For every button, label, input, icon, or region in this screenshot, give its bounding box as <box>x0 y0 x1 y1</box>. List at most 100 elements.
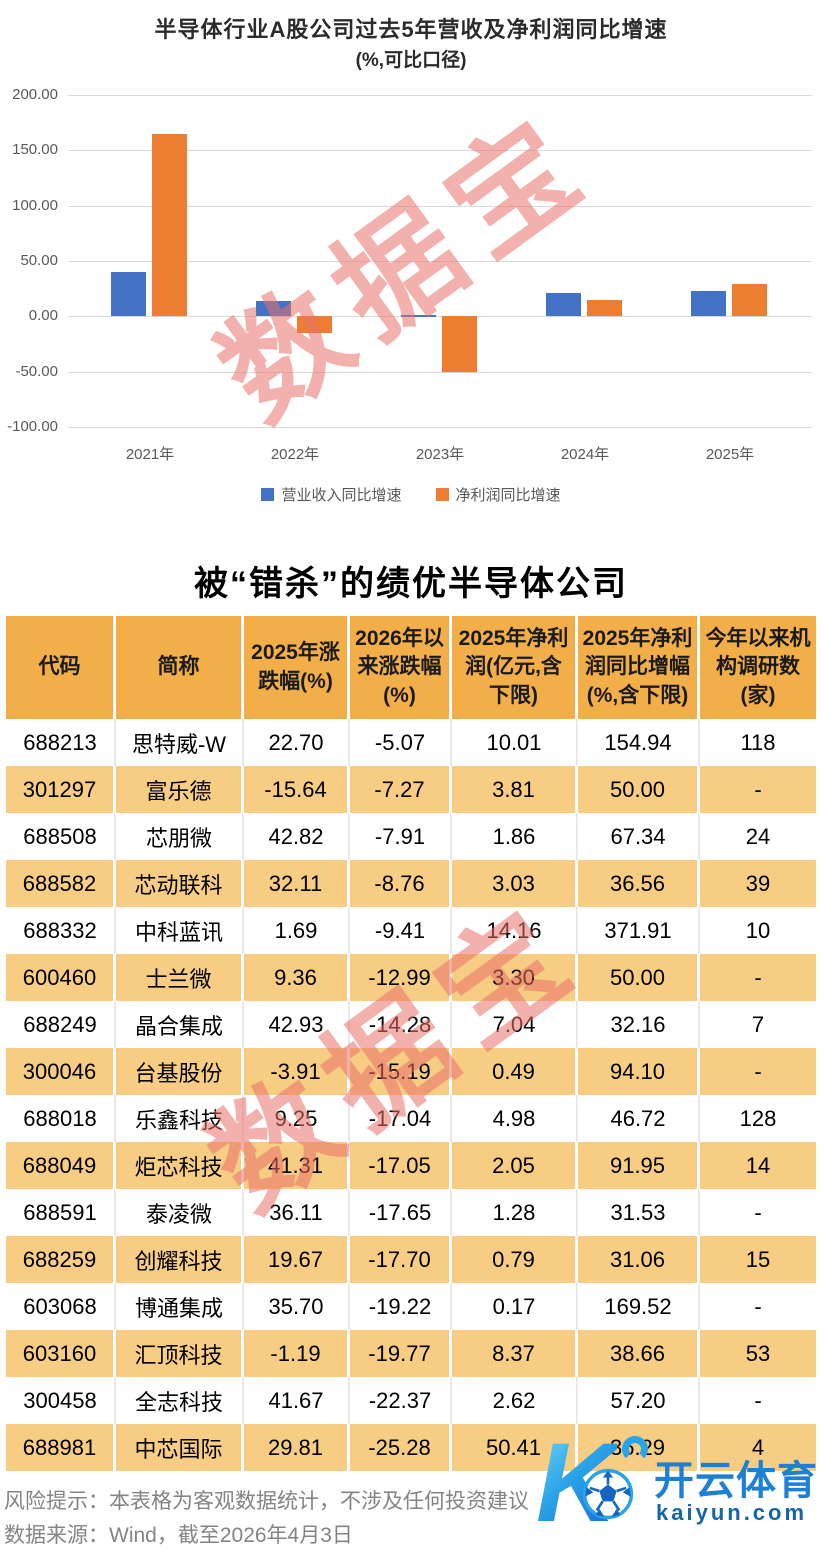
column-header: 今年以来机构调研数(家) <box>700 616 816 719</box>
table-cell: 42.82 <box>244 813 350 860</box>
bar-revenue <box>691 290 726 317</box>
table-cell: 371.91 <box>578 907 700 954</box>
table-cell: 9.25 <box>244 1095 350 1142</box>
y-axis-tick: 50.00 <box>20 252 58 269</box>
y-axis-tick: 150.00 <box>12 141 58 159</box>
revenue-swatch-icon <box>261 488 275 501</box>
kaiyun-brand-text: 开云体育 <box>654 1459 818 1503</box>
table-cell: -17.65 <box>350 1189 452 1236</box>
gridline <box>68 95 812 96</box>
x-axis-label: 2025年 <box>705 446 755 463</box>
table-cell: 24 <box>700 813 816 860</box>
table-cell: 31.53 <box>578 1189 700 1236</box>
table-cell: -17.05 <box>350 1142 452 1189</box>
table-row: 688213 思特威-W 22.70 -5.07 10.01 154.94 118 <box>6 719 816 766</box>
table-cell: 41.31 <box>244 1142 350 1189</box>
table-cell: 台基股份 <box>116 1048 244 1095</box>
table-cell: 中芯国际 <box>116 1424 244 1471</box>
table-cell: 10 <box>700 907 816 954</box>
x-axis-label: 2023年 <box>415 446 465 463</box>
table-cell: 154.94 <box>578 719 700 766</box>
bar-revenue <box>256 300 291 317</box>
table-row: 300458 全志科技 41.67 -22.37 2.62 57.20- <box>6 1377 816 1424</box>
table-cell: 中科蓝讯 <box>116 907 244 954</box>
table-cell: 300046 <box>6 1048 116 1095</box>
table-cell: -17.70 <box>350 1236 452 1283</box>
table-cell: 1.86 <box>452 813 578 860</box>
table-cell: -22.37 <box>350 1377 452 1424</box>
table-row: 301297 富乐德 -15.64 -7.27 3.81 50.00- <box>6 766 816 813</box>
table-cell: 汇顶科技 <box>116 1330 244 1377</box>
table-row: 688018 乐鑫科技 9.25 -17.04 4.98 46.72 128 <box>6 1095 816 1142</box>
table-cell: 4 <box>700 1424 816 1471</box>
table-row: 688508 芯朋微 42.82 -7.91 1.86 67.34 24 <box>6 813 816 860</box>
performance-table: 代码 简称 2025年涨跌幅(%) 2026年以来涨跌幅(%) 2025年净利润(亿元,… <box>6 616 816 1471</box>
table-cell: 4.98 <box>452 1095 578 1142</box>
gridline <box>68 316 812 318</box>
table-cell: 22.70 <box>244 719 350 766</box>
y-axis-tick: -100.00 <box>7 418 58 435</box>
column-header: 2025年涨跌幅(%) <box>244 616 350 719</box>
gridline <box>68 205 812 207</box>
table-cell: 芯动联科 <box>116 860 244 907</box>
table-cell: -15.64 <box>244 766 350 813</box>
table-cell: -12.99 <box>350 954 452 1001</box>
table-row: 688981 中芯国际 29.81 -25.28 50.41 36.29 4 <box>6 1424 816 1471</box>
table-cell: 36.29 <box>578 1424 700 1471</box>
table-cell: 688249 <box>6 1001 116 1048</box>
chart-subtitle: (%,可比口径) <box>355 50 467 71</box>
risk-note: 风险提示：本表格为客观数据统计，不涉及任何投资建议 <box>4 1490 529 1513</box>
table-cell: -5.07 <box>350 719 452 766</box>
table-cell: 8.37 <box>452 1330 578 1377</box>
gridline <box>68 427 812 428</box>
table-cell: 士兰微 <box>116 954 244 1001</box>
table-row: 688582 芯动联科 32.11 -8.76 3.03 36.56 39 <box>6 860 816 907</box>
table-cell: 29.81 <box>244 1424 350 1471</box>
table-cell: -7.27 <box>350 766 452 813</box>
table-cell: 富乐德 <box>116 766 244 813</box>
table-cell: 94.10 <box>578 1048 700 1095</box>
table-cell: 688213 <box>6 719 116 766</box>
chart-legend: 营业收入同比增速 净利润同比增速 <box>0 484 822 505</box>
table-row: 300046 台基股份 -3.91 -15.19 0.49 94.10- <box>6 1048 816 1095</box>
table-cell: 42.93 <box>244 1001 350 1048</box>
bar-profit <box>442 316 477 372</box>
table-title: 被“错杀”的绩优半导体公司 <box>194 565 628 603</box>
table-cell: 7 <box>700 1001 816 1048</box>
table-header: 代码 简称 2025年涨跌幅(%) 2026年以来涨跌幅(%) 2025年净利润(亿元,… <box>6 616 816 719</box>
soccer-ball-icon <box>582 1468 634 1520</box>
x-axis-label: 2022年 <box>270 446 320 463</box>
table-cell: 39 <box>700 860 816 907</box>
table-cell: 乐鑫科技 <box>116 1095 244 1142</box>
table-cell: 32.16 <box>578 1001 700 1048</box>
column-header: 2026年以来涨跌幅(%) <box>350 616 452 719</box>
column-header: 代码 <box>6 616 116 719</box>
bar-profit <box>732 284 767 317</box>
bar-profit <box>587 299 622 317</box>
table-cell: 603068 <box>6 1283 116 1330</box>
table-cell: 50.00 <box>578 954 700 1001</box>
y-axis-tick: 100.00 <box>12 196 58 214</box>
table-cell: -1.19 <box>244 1330 350 1377</box>
table-cell: 泰凌微 <box>116 1189 244 1236</box>
table-cell: 36.56 <box>578 860 700 907</box>
table-cell: 31.06 <box>578 1236 700 1283</box>
table-cell: 688332 <box>6 907 116 954</box>
kaiyun-domain-text: kaiyun.com <box>656 1500 808 1525</box>
table-row: 688591 泰凌微 36.11 -17.65 1.28 31.53- <box>6 1189 816 1236</box>
table-cell: 1.28 <box>452 1189 578 1236</box>
table-row: 600460 士兰微 9.36 -12.99 3.30 50.00- <box>6 954 816 1001</box>
table-cell: - <box>700 954 816 1001</box>
table-cell: 晶合集成 <box>116 1001 244 1048</box>
legend-item-profit: 净利润同比增速 <box>435 484 561 505</box>
kaiyun-logo[interactable]: K 开云体育 kaiyun.com <box>536 1420 822 1548</box>
table-cell: - <box>700 766 816 813</box>
table-cell: 688018 <box>6 1095 116 1142</box>
table-cell: 0.49 <box>452 1048 578 1095</box>
table-row: 603160 汇顶科技 -1.19 -19.77 8.37 38.66 53 <box>6 1330 816 1377</box>
table-cell: -9.41 <box>350 907 452 954</box>
table-row: 688249 晶合集成 42.93 -14.28 7.04 32.16 7 <box>6 1001 816 1048</box>
table-cell: 创耀科技 <box>116 1236 244 1283</box>
bar-chart: 半导体行业A股公司过去5年营收及净利润同比增速 (%,可比口径) 200.00 1… <box>0 0 822 545</box>
